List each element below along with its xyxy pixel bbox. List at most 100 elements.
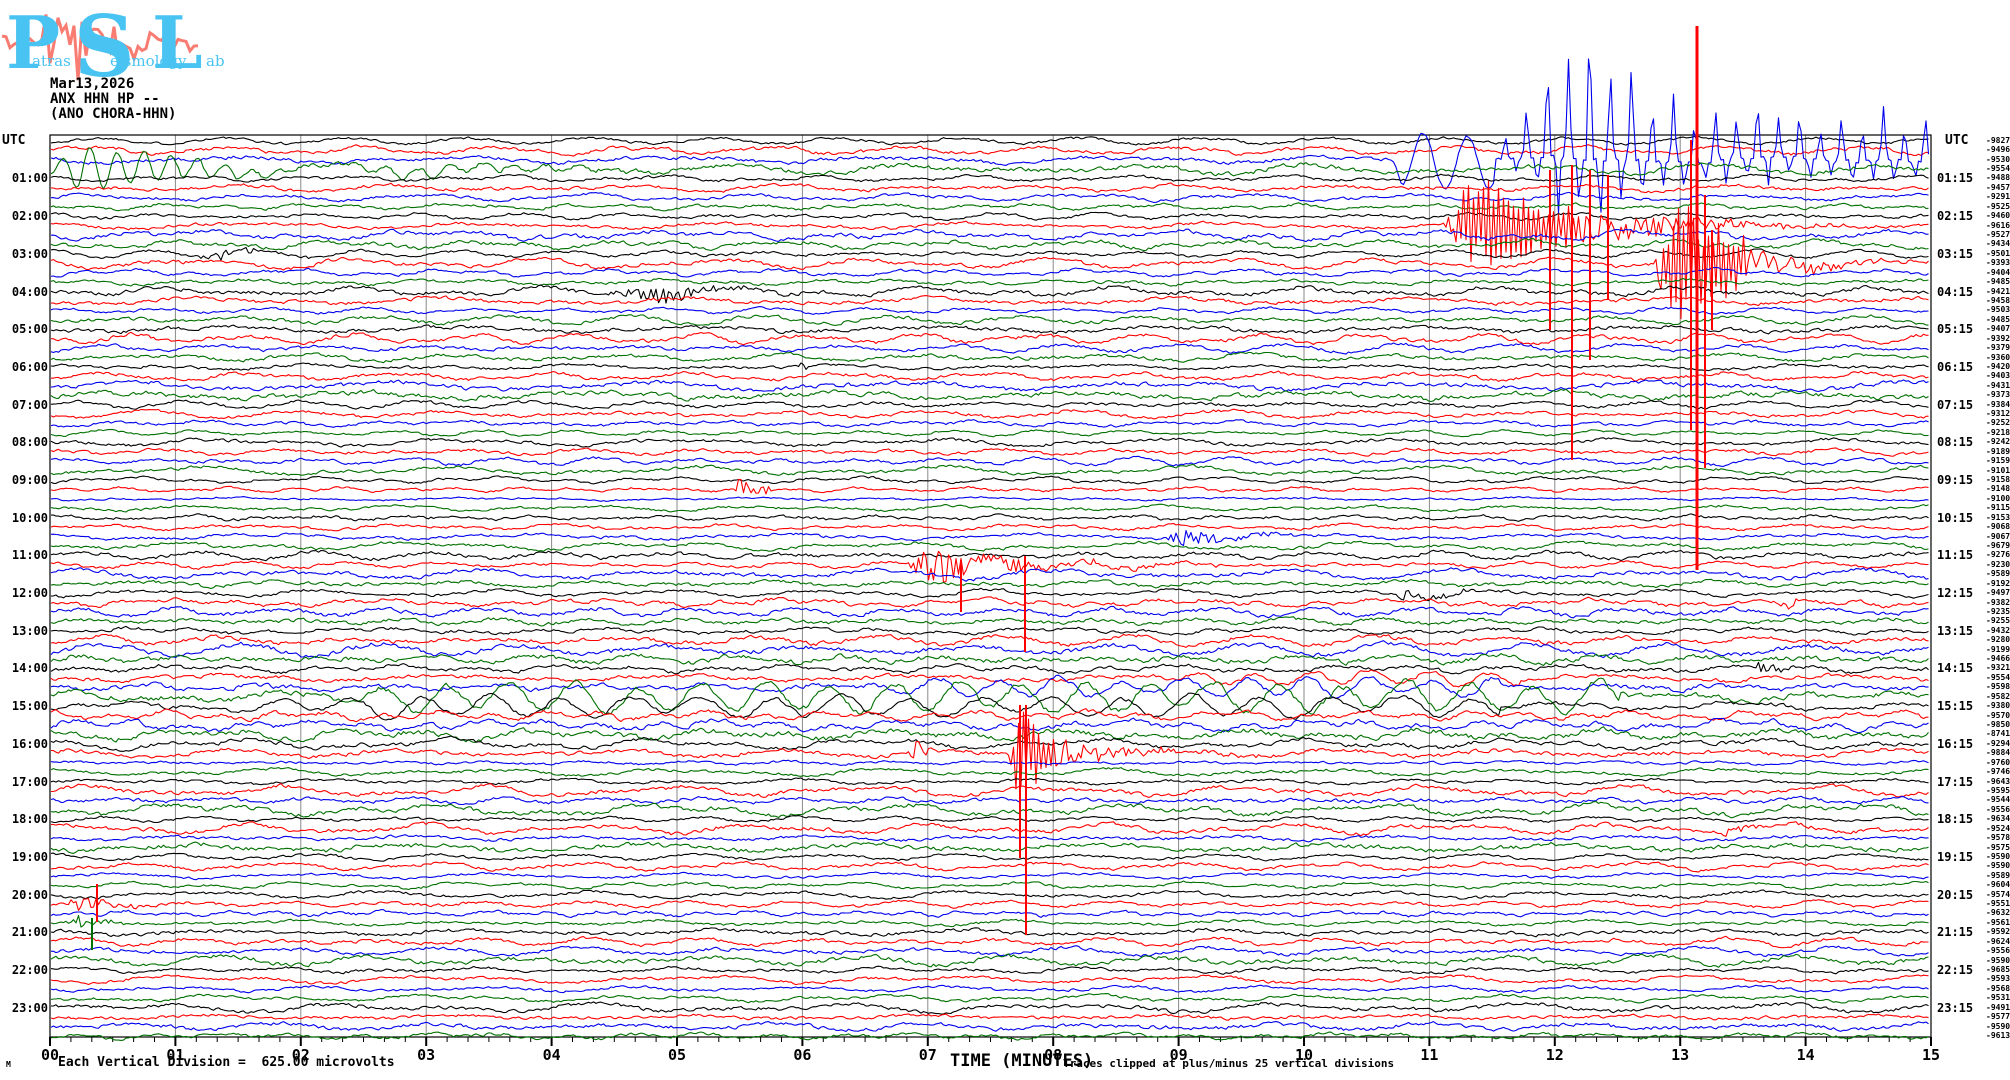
left-hour-label: 11:00 xyxy=(11,548,48,563)
left-hour-label: 05:00 xyxy=(11,322,48,337)
trace-row-39 xyxy=(50,503,1929,513)
trace-row-90 xyxy=(50,984,1929,994)
row-bias-value: -9592 xyxy=(1986,927,2010,937)
left-hour-label: 18:00 xyxy=(11,812,48,827)
trace-row-50 xyxy=(50,605,1929,619)
row-bias-value: -9379 xyxy=(1986,343,2010,353)
row-bias-value: -9100 xyxy=(1986,493,2010,503)
left-hour-label: 22:00 xyxy=(11,963,48,978)
minute-label: 13 xyxy=(1671,1046,1690,1064)
trace-row-80 xyxy=(50,889,1929,900)
right-hour-label: 19:15 xyxy=(1937,849,1974,864)
row-bias-value: -9551 xyxy=(1986,899,2010,909)
trace-row-57 xyxy=(50,669,1929,688)
left-hour-label: 04:00 xyxy=(11,284,48,299)
row-bias-value: -9531 xyxy=(1986,993,2010,1003)
trace-row-8 xyxy=(50,211,1929,221)
trace-row-83 xyxy=(50,914,1929,928)
trace-row-59 xyxy=(50,677,1929,716)
row-bias-value: -9460 xyxy=(1986,211,2010,221)
right-hour-label: 21:15 xyxy=(1937,925,1974,940)
row-bias-value: -9503 xyxy=(1986,305,2010,315)
trace-row-43 xyxy=(50,540,1929,552)
trace-row-81 xyxy=(50,898,1929,912)
trace-rows xyxy=(50,58,1930,1041)
row-bias-value: -9158 xyxy=(1986,475,2010,485)
trace-row-70 xyxy=(50,795,1929,806)
right-hour-label: 15:15 xyxy=(1937,699,1974,714)
trace-row-86 xyxy=(50,945,1929,958)
minute-label: 02 xyxy=(291,1046,310,1064)
row-bias-value: -9373 xyxy=(1986,390,2010,400)
trace-row-74 xyxy=(50,834,1929,843)
footnote-glyph: M xyxy=(6,1060,11,1069)
trace-row-17 xyxy=(50,295,1929,307)
right-hour-label: 01:15 xyxy=(1937,171,1974,186)
row-bias-value: -9598 xyxy=(1986,682,2010,692)
trace-row-87 xyxy=(50,953,1929,968)
trace-row-24 xyxy=(50,362,1929,372)
row-bias-value: -9230 xyxy=(1986,559,2010,569)
row-bias-value: -8741 xyxy=(1986,729,2010,739)
left-hour-label: 08:00 xyxy=(11,435,48,450)
trace-row-60 xyxy=(50,692,1929,721)
left-hour-label: 02:00 xyxy=(11,209,48,224)
row-bias-value: -9431 xyxy=(1986,380,2010,390)
trace-row-10 xyxy=(50,228,1929,243)
row-bias-value: -9595 xyxy=(1986,785,2010,795)
trace-row-18 xyxy=(50,306,1929,315)
row-bias-value: -9593 xyxy=(1986,974,2010,984)
row-bias-value: -9458 xyxy=(1986,295,2010,305)
trace-row-12 xyxy=(50,246,1929,261)
row-bias-value: -9527 xyxy=(1986,230,2010,240)
grid-lines xyxy=(174,135,1807,1037)
trace-row-4 xyxy=(50,173,1929,183)
trace-row-66 xyxy=(50,759,1929,766)
row-bias-value: -9544 xyxy=(1986,795,2010,805)
row-bias-value: -9590 xyxy=(1986,955,2010,965)
row-bias-value: -9199 xyxy=(1986,644,2010,654)
minute-label: 04 xyxy=(542,1046,561,1064)
trace-row-20 xyxy=(50,324,1929,335)
row-bias-value: -9556 xyxy=(1986,804,2010,814)
row-bias-value: -9153 xyxy=(1986,512,2010,522)
right-hour-label: 18:15 xyxy=(1937,812,1974,827)
row-bias-value: -9403 xyxy=(1986,371,2010,381)
trace-row-58 xyxy=(50,674,1929,699)
row-bias-value: -9404 xyxy=(1986,267,2010,277)
trace-row-65 xyxy=(50,711,1929,790)
trace-row-48 xyxy=(50,587,1929,602)
trace-row-52 xyxy=(50,625,1929,636)
svg-text:L: L xyxy=(152,0,203,85)
row-bias-value: -9525 xyxy=(1986,201,2010,211)
trace-row-93 xyxy=(50,1013,1929,1021)
right-hour-label: 09:15 xyxy=(1937,473,1974,488)
row-bias-value: -9235 xyxy=(1986,606,2010,616)
left-hour-label: 17:00 xyxy=(11,774,48,789)
trace-row-69 xyxy=(50,783,1929,798)
row-bias-value: -9589 xyxy=(1986,569,2010,579)
row-bias-value: -9321 xyxy=(1986,663,2010,673)
row-bias-value: -9827 xyxy=(1986,135,2010,145)
row-bias-value: -9466 xyxy=(1986,654,2010,664)
right-hour-label: 10:15 xyxy=(1937,510,1974,525)
right-hour-label: 20:15 xyxy=(1937,887,1974,902)
trace-row-56 xyxy=(50,661,1929,675)
trace-row-77 xyxy=(50,860,1929,873)
row-bias-value: -9101 xyxy=(1986,465,2010,475)
row-bias-value: -9604 xyxy=(1986,880,2010,890)
row-bias-value: -9294 xyxy=(1986,738,2010,748)
row-bias-value: -9760 xyxy=(1986,757,2010,767)
right-hour-label: 22:15 xyxy=(1937,963,1974,978)
trace-row-22 xyxy=(50,342,1929,355)
trace-row-63 xyxy=(50,726,1929,743)
trace-row-11 xyxy=(50,237,1929,252)
row-bias-value: -9434 xyxy=(1986,239,2010,249)
trace-row-13 xyxy=(50,206,1929,320)
row-bias-value: -9570 xyxy=(1986,710,2010,720)
trace-row-27 xyxy=(50,388,1929,403)
trace-row-76 xyxy=(50,852,1929,862)
trace-row-23 xyxy=(50,351,1929,364)
trace-row-46 xyxy=(50,567,1929,582)
row-bias-value: -9679 xyxy=(1986,540,2010,550)
